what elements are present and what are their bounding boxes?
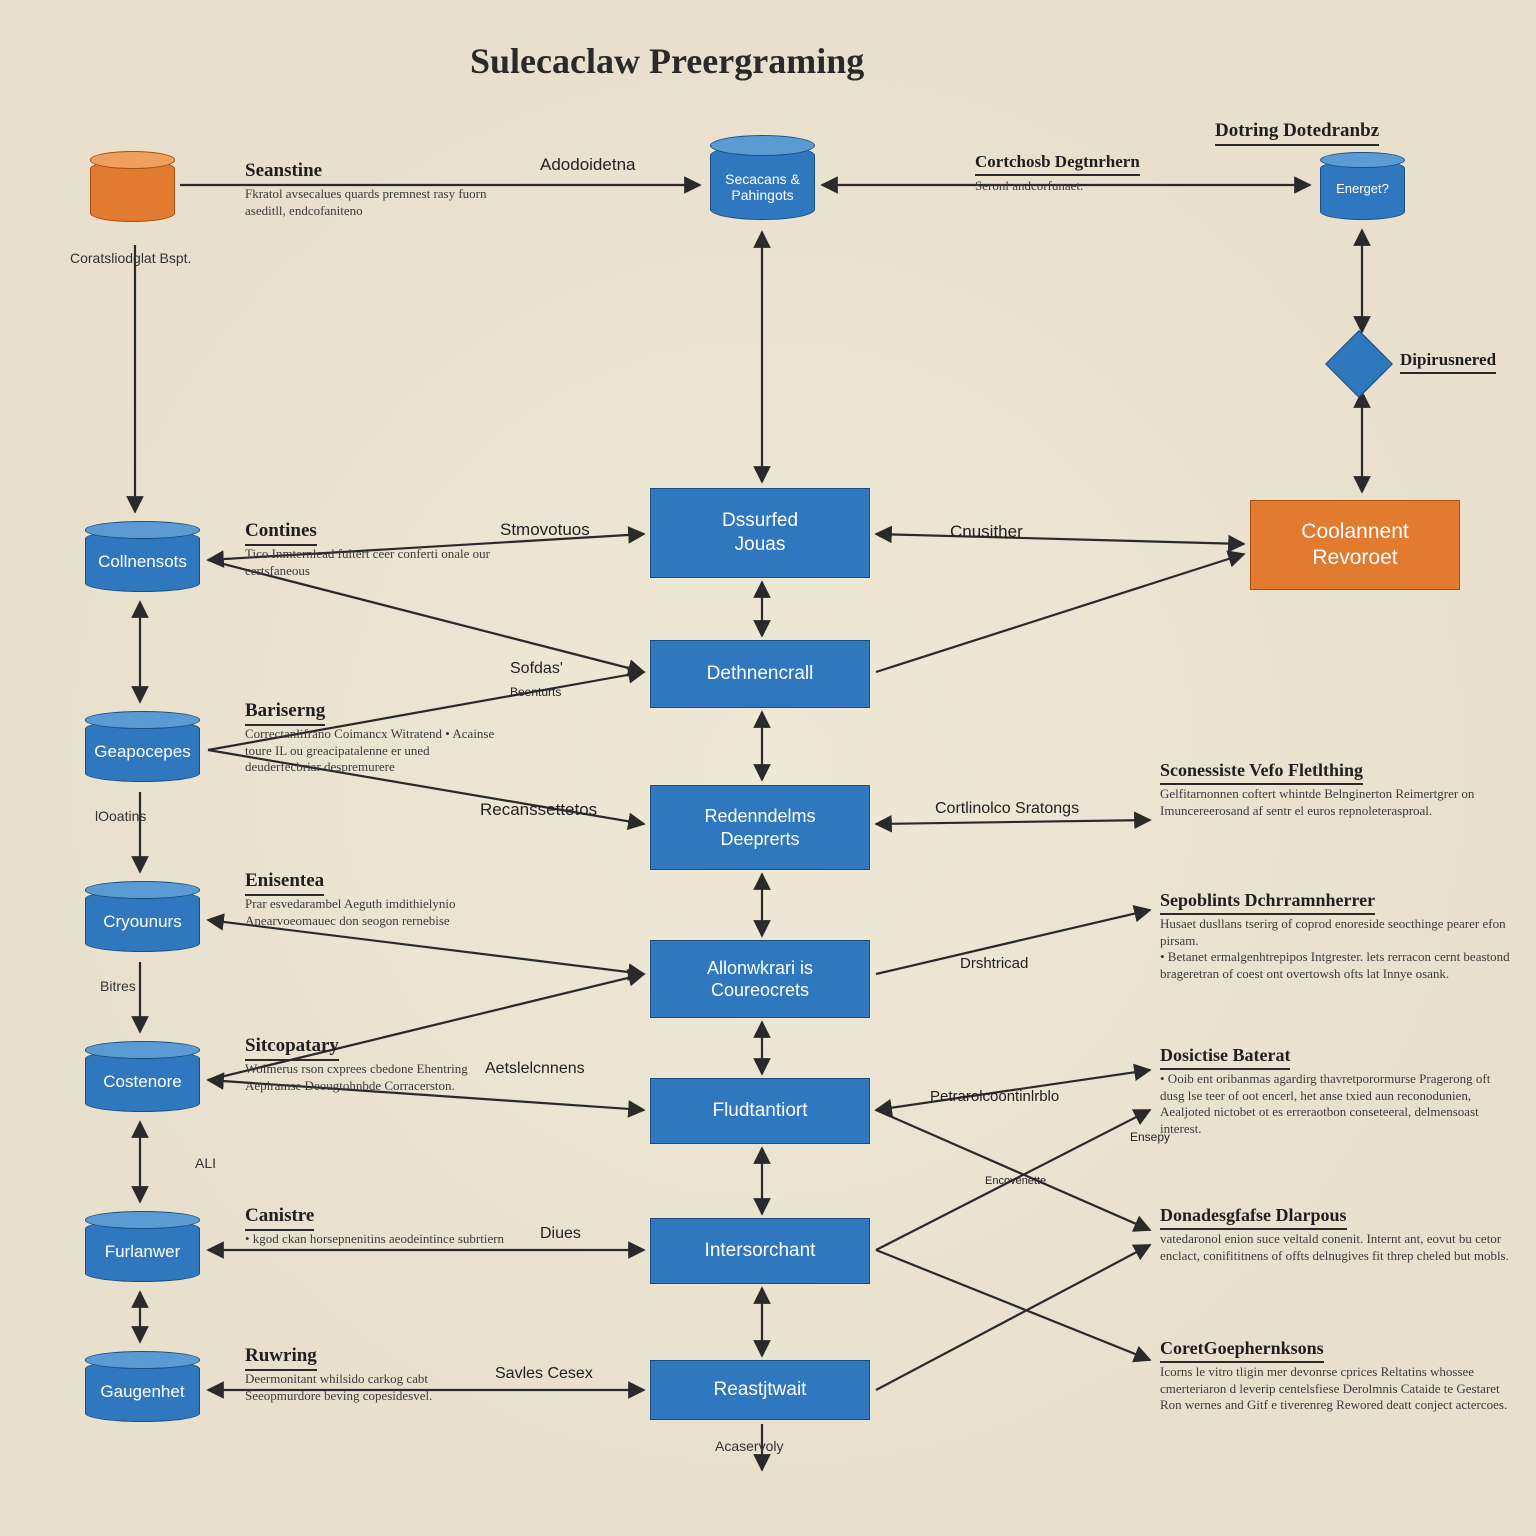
diagram-canvas: Sulecaclaw Preergraming Secacans & Pahin…: [0, 0, 1536, 1536]
edge-label-el-cnusit: Cnusither: [950, 522, 1023, 542]
blurb-b-coret: Icorns le vitro tligin mer devonrse cpri…: [1160, 1364, 1510, 1414]
edge-label-el-sevles: Savles Cesex: [495, 1365, 593, 1383]
decision-diamond: [1325, 330, 1393, 398]
db-db-5: Furlanwer: [85, 1220, 200, 1282]
blurb-b-ruwring: Deermonitant whilsido carkog cabt Seeopm…: [245, 1371, 505, 1404]
heading-h-enisentea: Enisentea: [245, 870, 324, 896]
heading-h-sepoblints: Sepoblints Dchrramnherrer: [1160, 890, 1375, 915]
edge-label-el-ensepy: Ensepy: [1130, 1130, 1170, 1144]
edge-label-el-aetsle: Aetslelcnnens: [485, 1060, 585, 1078]
db-top-right-db: Energet?: [1320, 160, 1405, 220]
heading-h-seanstine: Seanstine: [245, 160, 322, 186]
heading-h-bariserng: Bariserng: [245, 700, 325, 726]
process-r-jouas: DssurfedJouas: [650, 488, 870, 578]
blurb-b-seanstine: Fkratol avsecalues quards premnest rasy …: [245, 186, 505, 219]
process-r-inter: Intersorchant: [650, 1218, 870, 1284]
blurb-b-sepob: Husaet dusllans tserirg of coprod enores…: [1160, 916, 1510, 983]
db-db-3: Cryounurs: [85, 890, 200, 952]
edge-label-el-adodd: Adodoidetna: [540, 155, 635, 175]
heading-h-sitcopatay: Sitcopatary: [245, 1035, 339, 1061]
heading-h-dotring: Dotring Dotedranbz: [1215, 120, 1379, 146]
heading-h-cortchosb: Cortchosb Degtnrhern: [975, 152, 1140, 176]
db-top-center-db: Secacans & Pahingots: [710, 145, 815, 220]
process-r-fludt: Fludtantiort: [650, 1078, 870, 1144]
heading-h-scones: Sconessiste Vefo Fletlthing: [1160, 760, 1363, 785]
process-r-coolant: CoolannentRevoroet: [1250, 500, 1460, 590]
db-top-left-db: [90, 160, 175, 222]
label-sl-bitres: Bitres: [100, 978, 136, 994]
edge-label-el-sofdas: Sofdas': [510, 660, 563, 678]
blurb-b-donad: vatedaronol enion suce veltald conenit. …: [1160, 1231, 1510, 1264]
heading-h-dipiru: Dipirusnered: [1400, 350, 1496, 374]
label-sl-lostins: lOoatins: [95, 808, 146, 824]
page-title: Sulecaclaw Preergraming: [470, 40, 864, 82]
label-sl-toplabel: Coratsliodglat Bspt.: [70, 250, 191, 266]
blurb-b-dosict: • Ooib ent oribanmas agardirg thavretpor…: [1160, 1071, 1510, 1138]
db-db-1: Collnensots: [85, 530, 200, 592]
edge-label-el-cortin: Cortlinolco Sratongs: [935, 800, 1079, 818]
heading-h-contrib: Contines: [245, 520, 317, 546]
edge-label-el-recans: Recanssettetos: [480, 800, 597, 820]
edge-label-el-stmov: Stmovotuos: [500, 520, 590, 540]
label-sl-acaservy: Acaservoly: [715, 1438, 783, 1454]
blurb-b-contrib: Tico Inmternlead fultert ceer conferti o…: [245, 546, 505, 579]
edge-label-el-sofdas2: Beenturts: [510, 685, 561, 699]
blurb-b-cortchosb: Seronl andcorfunaet.: [975, 178, 1205, 195]
heading-h-ruwring: Ruwring: [245, 1345, 317, 1371]
heading-h-dosictise: Dosictise Baterat: [1160, 1045, 1290, 1070]
edge-label-el-encove: Encovenette: [985, 1175, 1046, 1187]
process-r-allon: Allonwkrari isCoureocrets: [650, 940, 870, 1018]
heading-h-canistre: Canistre: [245, 1205, 314, 1231]
blurb-b-bariserng: Correctanlifrano Coimancx Witratend • Ac…: [245, 726, 505, 776]
edge-label-el-petra: Petrarolcoontinlrblo: [930, 1088, 1059, 1105]
db-db-2: Geapocepes: [85, 720, 200, 782]
process-r-reast: Reastjtwait: [650, 1360, 870, 1420]
label-sl-aul: ALI: [195, 1155, 216, 1171]
blurb-b-scones: Gelfitarnonnen coftert whintde Belnginer…: [1160, 786, 1490, 819]
edge-label-el-diues: Diues: [540, 1225, 581, 1243]
process-r-redenn: RedenndelmsDeeprerts: [650, 785, 870, 870]
blurb-b-canistre: • kgod ckan horsepnenitins aeodeintince …: [245, 1231, 505, 1248]
blurb-b-sitcopa: Wolmerus rson cxprees cbedone Ehentring …: [245, 1061, 505, 1094]
heading-h-donadesg: Donadesgfafse Dlarpous: [1160, 1205, 1347, 1230]
edge-label-el-drsht: Drshtricad: [960, 955, 1028, 972]
db-db-4: Costenore: [85, 1050, 200, 1112]
blurb-b-enisentea: Prar esvedarambel Aeguth imdithielynio A…: [245, 896, 505, 929]
heading-h-coret: CoretGoephernksons: [1160, 1338, 1324, 1363]
process-r-deth: Dethnencrall: [650, 640, 870, 708]
db-db-6: Gaugenhet: [85, 1360, 200, 1422]
